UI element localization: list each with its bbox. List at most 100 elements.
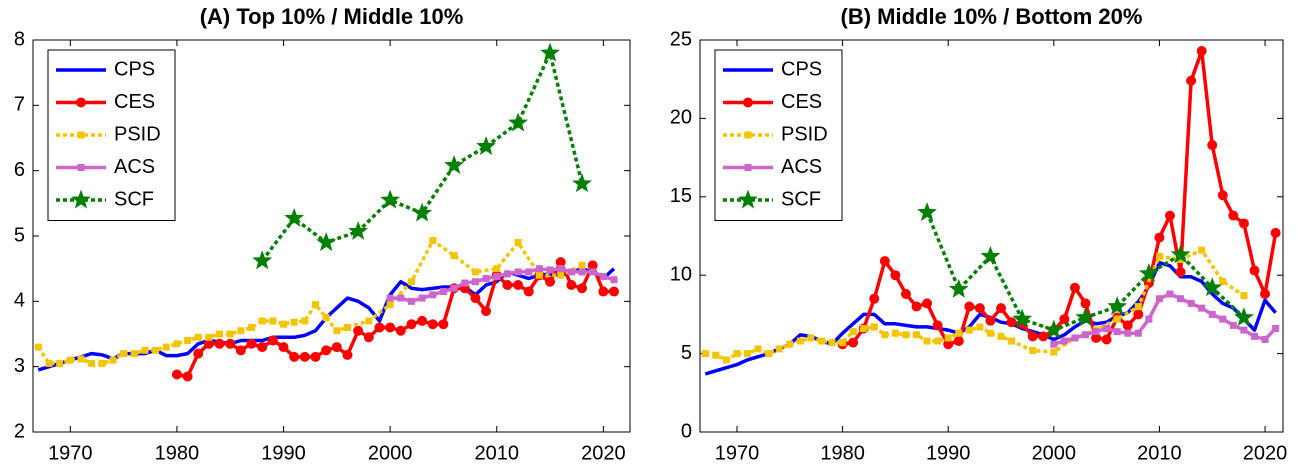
- marker: [1060, 337, 1068, 345]
- marker: [278, 342, 289, 353]
- marker: [545, 276, 556, 287]
- marker: [712, 351, 720, 359]
- marker: [321, 345, 332, 356]
- marker: [976, 323, 984, 331]
- marker: [540, 42, 560, 62]
- marker: [849, 328, 857, 336]
- marker: [508, 112, 528, 132]
- marker: [546, 266, 554, 274]
- marker: [1145, 315, 1153, 323]
- marker: [193, 348, 204, 359]
- marker: [1155, 252, 1163, 260]
- marker: [1198, 304, 1206, 312]
- marker: [1240, 326, 1248, 334]
- marker: [1154, 232, 1165, 243]
- marker: [386, 301, 394, 309]
- marker: [807, 334, 815, 342]
- marker: [1050, 348, 1058, 356]
- marker: [1249, 265, 1260, 276]
- legend-label: SCF: [781, 188, 821, 210]
- marker: [722, 356, 730, 364]
- marker: [417, 315, 428, 326]
- y-tick-label: 2: [14, 420, 25, 442]
- marker: [439, 288, 447, 296]
- y-tick-label: 20: [670, 107, 692, 129]
- marker: [934, 337, 942, 345]
- marker: [917, 202, 937, 221]
- marker: [1113, 315, 1121, 323]
- marker: [953, 336, 964, 347]
- marker: [985, 315, 996, 326]
- x-tick-label: 1970: [715, 442, 760, 464]
- marker: [471, 278, 479, 286]
- marker: [964, 301, 975, 312]
- marker: [386, 294, 394, 302]
- y-tick-label: 5: [14, 224, 25, 246]
- marker: [342, 349, 353, 360]
- marker: [98, 359, 106, 367]
- marker: [523, 286, 534, 297]
- marker: [184, 337, 192, 345]
- marker: [248, 323, 256, 331]
- marker: [514, 239, 522, 247]
- marker: [879, 256, 890, 267]
- marker: [1138, 263, 1159, 283]
- legend-marker: [738, 189, 758, 209]
- y-tick-label: 25: [670, 28, 692, 50]
- marker: [299, 351, 310, 362]
- legend-label: CPS: [781, 58, 822, 80]
- marker: [870, 323, 878, 331]
- y-tick-label: 4: [14, 290, 25, 312]
- axes-frame: [699, 39, 1284, 433]
- legend-label: ACS: [781, 156, 822, 178]
- marker: [1219, 315, 1227, 323]
- marker: [786, 340, 794, 348]
- marker: [525, 268, 533, 276]
- axes-frame: [32, 39, 631, 433]
- marker: [598, 286, 609, 297]
- y-tick-label: 3: [14, 355, 25, 377]
- legend-marker: [77, 164, 85, 171]
- x-tick-label: 1970: [48, 442, 93, 464]
- marker: [1250, 332, 1258, 340]
- marker: [333, 327, 341, 335]
- legend-box: [47, 49, 176, 221]
- marker: [881, 331, 889, 339]
- series-line: [36, 238, 583, 366]
- marker: [502, 280, 513, 290]
- marker: [1187, 299, 1195, 307]
- legend-label: PSID: [114, 123, 161, 145]
- marker: [1228, 210, 1239, 221]
- marker: [374, 322, 385, 333]
- marker: [1219, 277, 1227, 285]
- marker: [701, 350, 709, 358]
- marker: [754, 345, 762, 353]
- marker: [438, 319, 449, 330]
- x-tick-label: 2000: [1032, 442, 1077, 464]
- marker: [839, 339, 847, 347]
- marker: [900, 289, 911, 300]
- marker: [1229, 321, 1237, 329]
- x-tick-label: 2020: [1243, 442, 1288, 464]
- x-tick-label: 2020: [581, 442, 626, 464]
- marker: [1164, 210, 1175, 221]
- marker: [848, 337, 859, 348]
- marker: [301, 317, 309, 325]
- marker: [1043, 319, 1064, 339]
- x-tick-label: 1990: [926, 442, 971, 464]
- marker: [406, 319, 417, 330]
- marker: [1071, 334, 1079, 342]
- marker: [353, 325, 364, 336]
- y-tick-label: 0: [681, 420, 692, 442]
- marker: [535, 271, 543, 279]
- marker: [557, 271, 565, 279]
- series-layer: [701, 45, 1281, 376]
- legend-marker: [743, 97, 753, 108]
- marker: [1092, 328, 1100, 336]
- marker: [162, 343, 170, 351]
- marker: [171, 369, 182, 380]
- marker: [557, 265, 565, 273]
- marker: [269, 317, 277, 325]
- marker: [572, 173, 592, 193]
